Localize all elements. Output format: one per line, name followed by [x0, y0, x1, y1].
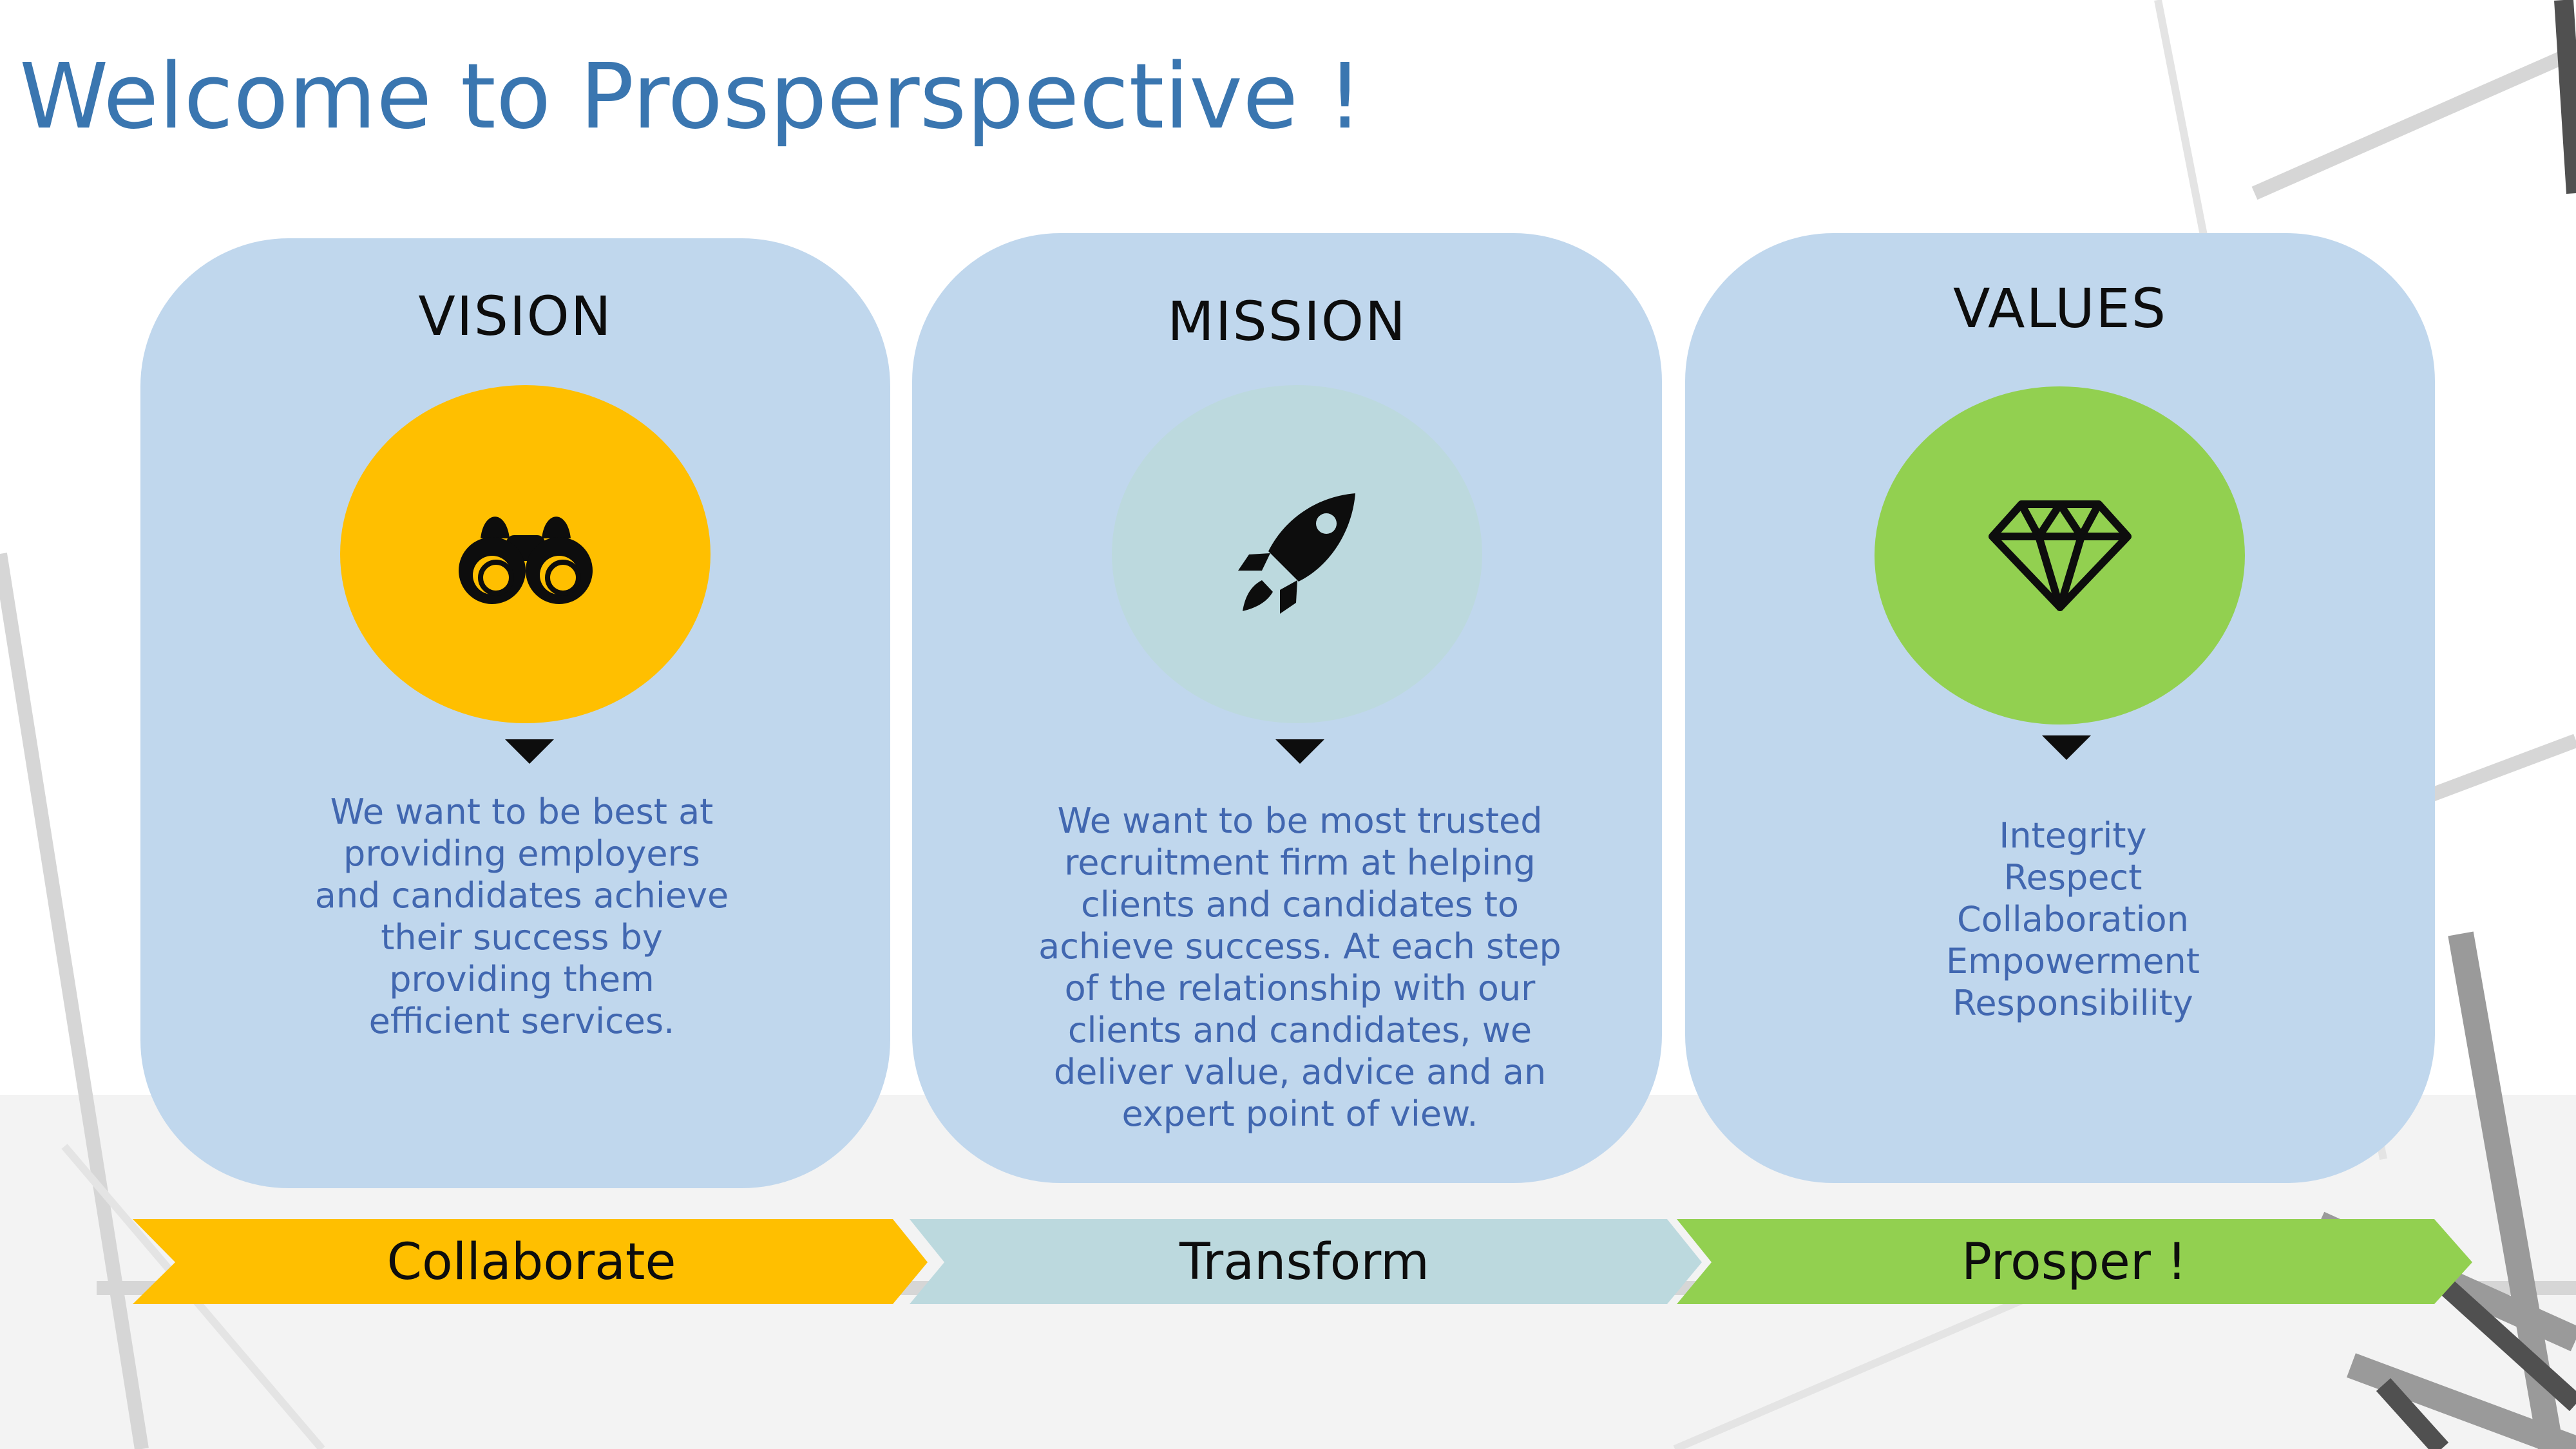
values-text: Integrity Respect Collaboration Empowerm…	[1946, 815, 2200, 1023]
mission-text: We want to be most trusted recruitment f…	[1038, 800, 1561, 1134]
process-label-transform: Transform	[1179, 1233, 1429, 1291]
vision-icon-circle	[340, 385, 711, 723]
values-icon-circle	[1875, 386, 2245, 724]
mission-card: MISSION We want to be most trusted recru…	[912, 233, 1662, 1183]
card-heading-mission: MISSION	[1167, 290, 1407, 353]
values-card: VALUES Integrity Respect Collaboration E…	[1685, 233, 2435, 1183]
values-pointer	[2042, 735, 2091, 760]
process-label-collaborate: Collaborate	[386, 1233, 676, 1291]
process-label-prosper: Prosper !	[1961, 1233, 2187, 1291]
mission-icon-circle	[1112, 385, 1482, 723]
rocket-icon	[1237, 493, 1355, 614]
diamond-icon	[1988, 500, 2132, 611]
card-heading-values: VALUES	[1952, 277, 2168, 340]
binoculars-icon	[458, 516, 593, 604]
page-title: Welcome to Prosperspective !	[19, 44, 1363, 149]
vision-text: We want to be best at providing employer…	[314, 791, 729, 1041]
vision-pointer	[505, 739, 554, 764]
card-heading-vision: VISION	[418, 285, 613, 348]
mission-pointer	[1275, 739, 1324, 764]
vision-card: VISION We want to be best at providing e…	[140, 238, 890, 1188]
